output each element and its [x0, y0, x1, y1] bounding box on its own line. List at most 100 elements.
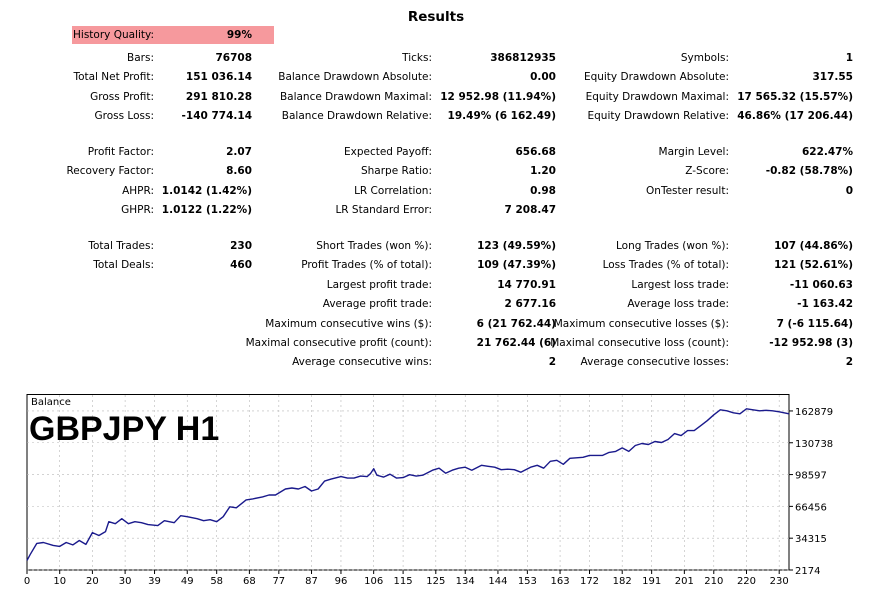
stat-label: Z-Score: — [685, 165, 729, 177]
chart-title: Balance — [31, 397, 71, 408]
stat-label: Total Deals: — [93, 259, 154, 271]
stat-label: Maximal consecutive loss (count): — [550, 337, 729, 349]
y-tick-label: 34315 — [795, 534, 827, 545]
history-quality-value: 99% — [226, 29, 252, 41]
x-tick-label: 96 — [335, 576, 348, 587]
stat-value: 1 — [845, 52, 853, 64]
x-tick-label: 87 — [305, 576, 318, 587]
stat-value: 46.86% (17 206.44) — [737, 110, 853, 122]
stat-label: Loss Trades (% of total): — [602, 259, 729, 271]
x-tick-label: 20 — [86, 576, 99, 587]
x-tick-label: 68 — [243, 576, 256, 587]
x-tick-label: 172 — [580, 576, 599, 587]
stat-label: Maximal consecutive profit (count): — [245, 337, 432, 349]
balance-chart-panel: 0 10 20 30 39 49 58 68 77 87 96 106 115 125 134 144 153 1… — [0, 394, 872, 600]
stat-value: 2.07 — [226, 146, 252, 158]
x-tick-label: 230 — [770, 576, 789, 587]
stat-label: Profit Factor: — [87, 146, 154, 158]
x-tick-label: 106 — [364, 576, 383, 587]
plot-frame — [26, 394, 790, 571]
y-tick-label: 130738 — [795, 439, 833, 450]
x-tick-label: 0 — [24, 576, 30, 587]
stat-label: Margin Level: — [658, 146, 729, 158]
stat-value: 317.55 — [812, 71, 853, 83]
stat-label: Largest profit trade: — [326, 279, 432, 291]
stat-value: -11 060.63 — [789, 279, 853, 291]
stat-value: 21 762.44 (6) — [476, 337, 556, 349]
stat-label: Equity Drawdown Maximal: — [585, 91, 729, 103]
y-tick-label: 162879 — [795, 407, 833, 418]
stat-label: GHPR: — [121, 204, 154, 216]
stat-value: 109 (47.39%) — [477, 259, 556, 271]
stat-value: 2 677.16 — [504, 298, 556, 310]
x-tick-label: 153 — [518, 576, 537, 587]
stat-value: 1.0122 (1.22%) — [161, 204, 252, 216]
stat-value: 1.0142 (1.42%) — [161, 185, 252, 197]
balance-series-line — [26, 408, 790, 561]
stat-label: Expected Payoff: — [343, 146, 432, 158]
stat-value: 1.20 — [530, 165, 556, 177]
stat-value: 0.98 — [530, 185, 556, 197]
x-tick-label: 115 — [394, 576, 413, 587]
x-tick-label: 201 — [675, 576, 694, 587]
stat-label: LR Correlation: — [354, 185, 432, 197]
y-tick-label: 2174 — [795, 566, 820, 577]
stat-label: Recovery Factor: — [66, 165, 154, 177]
stat-label: Maximum consecutive losses ($): — [553, 318, 729, 330]
stat-label: OnTester result: — [646, 185, 729, 197]
x-tick-label: 134 — [456, 576, 475, 587]
stat-label: Equity Drawdown Absolute: — [583, 71, 729, 83]
stat-label: Long Trades (won %): — [615, 240, 729, 252]
stat-value: 622.47% — [801, 146, 853, 158]
stat-value: -140 774.14 — [181, 110, 252, 122]
stat-label: Equity Drawdown Relative: — [587, 110, 729, 122]
stat-value: 2 — [548, 356, 556, 368]
report-title: Results — [407, 9, 465, 25]
x-tick-label: 30 — [119, 576, 132, 587]
stat-label: Gross Loss: — [94, 110, 155, 122]
stat-label: Balance Drawdown Relative: — [281, 110, 432, 122]
stat-label: Total Net Profit: — [73, 71, 154, 83]
x-tick-label: 39 — [148, 576, 161, 587]
stat-value: 123 (49.59%) — [477, 240, 556, 252]
stat-label: Bars: — [127, 52, 154, 64]
stat-value: 7 (-6 115.64) — [776, 318, 853, 330]
stat-label: Symbols: — [680, 52, 729, 64]
x-tick-label: 182 — [613, 576, 632, 587]
history-quality-highlight — [72, 26, 274, 44]
balance-chart: 0 10 20 30 39 49 58 68 77 87 96 106 115 125 134 144 153 1… — [24, 394, 833, 587]
stat-value: 2 — [845, 356, 853, 368]
y-tick-label: 98597 — [795, 471, 827, 482]
x-tick-label: 210 — [704, 576, 723, 587]
stat-value: 19.49% (6 162.49) — [447, 110, 556, 122]
x-tick-label: 191 — [642, 576, 661, 587]
stat-label: Largest loss trade: — [631, 279, 729, 291]
x-tick-label: 125 — [426, 576, 445, 587]
stat-label: Gross Profit: — [90, 91, 154, 103]
stat-value: 7 208.47 — [504, 204, 556, 216]
stat-value: 656.68 — [515, 146, 556, 158]
stat-value: 386812935 — [490, 52, 556, 64]
y-tick-label: 66456 — [795, 502, 827, 513]
x-tick-label: 144 — [488, 576, 507, 587]
stat-label: Short Trades (won %): — [316, 240, 432, 252]
stat-value: 8.60 — [226, 165, 252, 177]
stat-value: -0.82 (58.78%) — [765, 165, 853, 177]
x-tick-label: 77 — [272, 576, 285, 587]
stat-value: 291 810.28 — [185, 91, 252, 103]
x-tick-label: 58 — [210, 576, 223, 587]
x-tick-label: 49 — [181, 576, 194, 587]
symbol-timeframe-overlay: GBPJPY H1 — [29, 410, 219, 448]
stat-value: 151 036.14 — [185, 71, 252, 83]
stat-label: LR Standard Error: — [335, 204, 432, 216]
stat-value: 76708 — [215, 52, 252, 64]
stat-label: Balance Drawdown Absolute: — [278, 71, 432, 83]
stat-label: Maximum consecutive wins ($): — [265, 318, 432, 330]
stat-value: 6 (21 762.44) — [476, 318, 556, 330]
stat-value: 107 (44.86%) — [774, 240, 853, 252]
stat-value: 0.00 — [530, 71, 556, 83]
stat-label: Ticks: — [402, 52, 432, 64]
stat-value: -1 163.42 — [797, 298, 853, 310]
x-tick-label: 220 — [737, 576, 756, 587]
stat-label: AHPR: — [122, 185, 154, 197]
